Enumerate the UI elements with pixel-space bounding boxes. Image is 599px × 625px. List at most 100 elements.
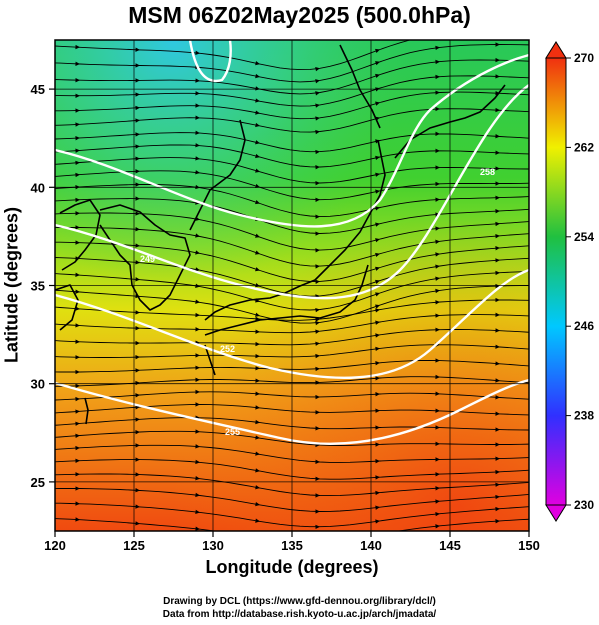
wind-arrow	[315, 214, 320, 219]
wind-arrow	[495, 221, 500, 227]
wind-arrow	[255, 153, 260, 159]
wind-arrow	[135, 443, 140, 448]
wind-arrow	[495, 411, 500, 416]
colorbar-gradient	[545, 57, 567, 506]
wind-arrow	[195, 91, 200, 96]
wind-arrow	[375, 320, 380, 325]
wind-arrow	[75, 445, 80, 451]
wind-arrow	[375, 505, 380, 510]
wind-arrow	[315, 66, 320, 72]
wind-arrow	[195, 476, 200, 481]
wind-arrow	[315, 279, 320, 284]
wind-arrow	[375, 459, 380, 464]
wind-arrow	[255, 122, 260, 128]
wind-arrow	[75, 44, 80, 50]
wind-arrow	[195, 233, 200, 238]
wind-arrow	[255, 341, 260, 347]
wind-arrow	[195, 492, 200, 498]
wind-arrow	[315, 197, 320, 202]
wind-arrow	[435, 252, 440, 257]
wind-arrow	[375, 392, 380, 397]
colorbar-tick-label: 254	[574, 230, 594, 244]
wind-arrow	[135, 169, 140, 174]
wind-arrow	[435, 264, 440, 269]
wind-arrow	[375, 189, 380, 194]
wind-arrow	[435, 74, 440, 80]
wind-arrow	[135, 47, 140, 52]
wind-arrow	[375, 490, 380, 496]
colorbar-tick-label: 270	[574, 51, 594, 65]
colorbar-tick-label: 262	[574, 140, 594, 154]
contour-label: 255	[225, 427, 240, 437]
wind-arrow	[315, 394, 320, 400]
wind-arrow	[315, 353, 320, 359]
wind-arrow	[435, 288, 440, 294]
wind-arrow	[75, 61, 80, 67]
wind-arrow	[255, 200, 260, 205]
wind-arrow	[75, 197, 80, 203]
wind-arrow	[75, 211, 80, 216]
wind-arrow	[495, 209, 500, 214]
wind-arrow	[315, 149, 320, 155]
wind-arrow	[135, 196, 140, 201]
wind-arrow	[135, 144, 140, 149]
wind-arrow	[135, 393, 140, 398]
wind-arrow	[135, 92, 140, 97]
wind-arrow	[495, 494, 500, 500]
wind-arrow	[495, 469, 500, 475]
wind-arrow	[375, 292, 380, 297]
wind-arrow	[495, 506, 500, 512]
wind-arrow	[195, 389, 200, 395]
contour-label: 258	[480, 167, 495, 177]
wind-arrow	[435, 391, 440, 396]
wind-arrow	[255, 391, 260, 396]
wind-arrow	[495, 42, 500, 47]
wind-arrow	[435, 32, 440, 36]
wind-arrow	[435, 358, 440, 363]
wind-arrow	[435, 181, 440, 187]
wind-arrow	[315, 341, 320, 346]
wind-arrow	[135, 227, 140, 232]
wind-arrow	[435, 131, 440, 137]
wind-arrow	[195, 459, 200, 465]
wind-arrow	[315, 329, 320, 334]
wind-arrow	[375, 361, 380, 366]
wind-arrow	[255, 168, 260, 173]
x-tick-label: 120	[44, 538, 66, 553]
wind-arrow	[315, 459, 320, 465]
wind-arrow	[195, 130, 200, 135]
wind-arrow	[315, 524, 320, 530]
wind-arrow	[375, 425, 380, 430]
wind-arrow	[495, 482, 500, 487]
wind-arrow	[375, 101, 380, 106]
wind-arrow	[135, 105, 140, 111]
wind-arrow	[135, 243, 140, 248]
wind-arrow	[75, 355, 80, 360]
wind-arrow	[495, 195, 500, 200]
wind-arrow	[75, 501, 80, 506]
wind-arrow	[135, 63, 140, 68]
wind-arrow	[135, 118, 140, 123]
wind-arrow	[315, 91, 320, 96]
wind-arrow	[135, 457, 140, 462]
wind-arrow	[435, 374, 440, 380]
wind-arrow	[255, 419, 260, 425]
wind-arrow	[255, 61, 260, 66]
wind-arrow	[495, 246, 500, 251]
wind-arrow	[495, 361, 500, 366]
x-tick-label: 130	[202, 538, 224, 553]
wind-arrow	[495, 107, 500, 113]
wind-arrow	[135, 156, 140, 161]
wind-arrow	[75, 409, 80, 414]
wind-arrow	[135, 405, 140, 410]
wind-arrow	[195, 50, 200, 55]
wind-arrow	[75, 172, 80, 178]
wind-arrow	[75, 486, 80, 491]
wind-arrow	[255, 267, 260, 272]
wind-arrow	[315, 181, 320, 186]
wind-arrow	[495, 166, 500, 171]
wind-arrow	[75, 108, 80, 113]
wind-arrow	[375, 442, 380, 447]
wind-arrow	[75, 148, 80, 153]
